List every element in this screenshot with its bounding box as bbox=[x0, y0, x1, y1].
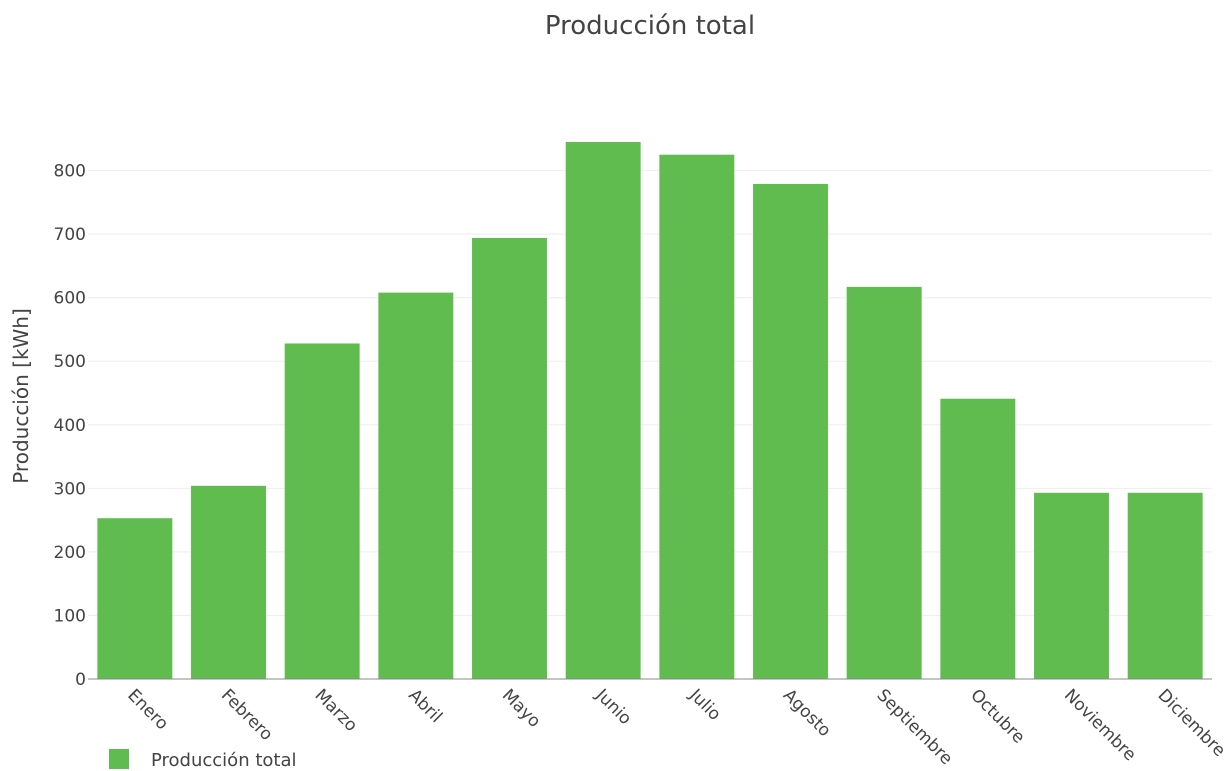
y-tick-label: 800 bbox=[54, 162, 86, 182]
gridlines bbox=[88, 170, 1212, 616]
bar-junio[interactable] bbox=[565, 142, 641, 679]
legend[interactable]: Producción total bbox=[109, 749, 297, 771]
bar-octubre[interactable] bbox=[940, 398, 1016, 679]
y-tick-label: 300 bbox=[54, 479, 86, 499]
bar-marzo[interactable] bbox=[284, 343, 360, 679]
bar-noviembre[interactable] bbox=[1034, 492, 1109, 679]
x-tick-label: Enero bbox=[123, 685, 172, 734]
y-tick-label: 700 bbox=[54, 225, 86, 245]
bar-mayo[interactable] bbox=[472, 237, 547, 680]
x-tick-label: Julio bbox=[685, 685, 725, 725]
y-tick-label: 500 bbox=[54, 352, 86, 372]
y-tick-label: 100 bbox=[54, 606, 86, 626]
y-axis-label: Producción [kWh] bbox=[9, 308, 33, 484]
y-tick-label: 0 bbox=[75, 670, 86, 690]
bar-abril[interactable] bbox=[378, 292, 454, 679]
x-tick-label: Noviembre bbox=[1060, 685, 1140, 765]
bars bbox=[97, 142, 1203, 680]
x-tick-label: Agosto bbox=[779, 685, 835, 741]
bar-febrero[interactable] bbox=[191, 485, 266, 679]
bar-enero[interactable] bbox=[97, 518, 173, 679]
x-tick-label: Mayo bbox=[498, 685, 544, 731]
y-tick-label: 200 bbox=[54, 543, 86, 563]
bar-julio[interactable] bbox=[659, 154, 735, 679]
y-tick-label: 600 bbox=[54, 289, 86, 309]
x-tick-label: Marzo bbox=[311, 685, 361, 735]
x-tick-label: Septiembre bbox=[873, 685, 957, 769]
chart-title: Producción total bbox=[545, 11, 755, 41]
x-tick-label: Abril bbox=[404, 685, 446, 727]
bar-septiembre[interactable] bbox=[846, 286, 922, 679]
bar-agosto[interactable] bbox=[753, 183, 828, 680]
y-tick-label: 400 bbox=[54, 416, 86, 436]
bar-diciembre[interactable] bbox=[1127, 492, 1203, 679]
legend-swatch bbox=[109, 749, 129, 769]
legend-label: Producción total bbox=[151, 750, 297, 771]
x-tick-label: Junio bbox=[591, 685, 635, 729]
y-axis-ticks: 0 100 200 300 400 500 600 700 800 bbox=[54, 162, 86, 690]
x-tick-label: Febrero bbox=[217, 685, 277, 745]
x-tick-label: Diciembre bbox=[1154, 685, 1230, 761]
x-tick-label: Octubre bbox=[966, 685, 1028, 747]
